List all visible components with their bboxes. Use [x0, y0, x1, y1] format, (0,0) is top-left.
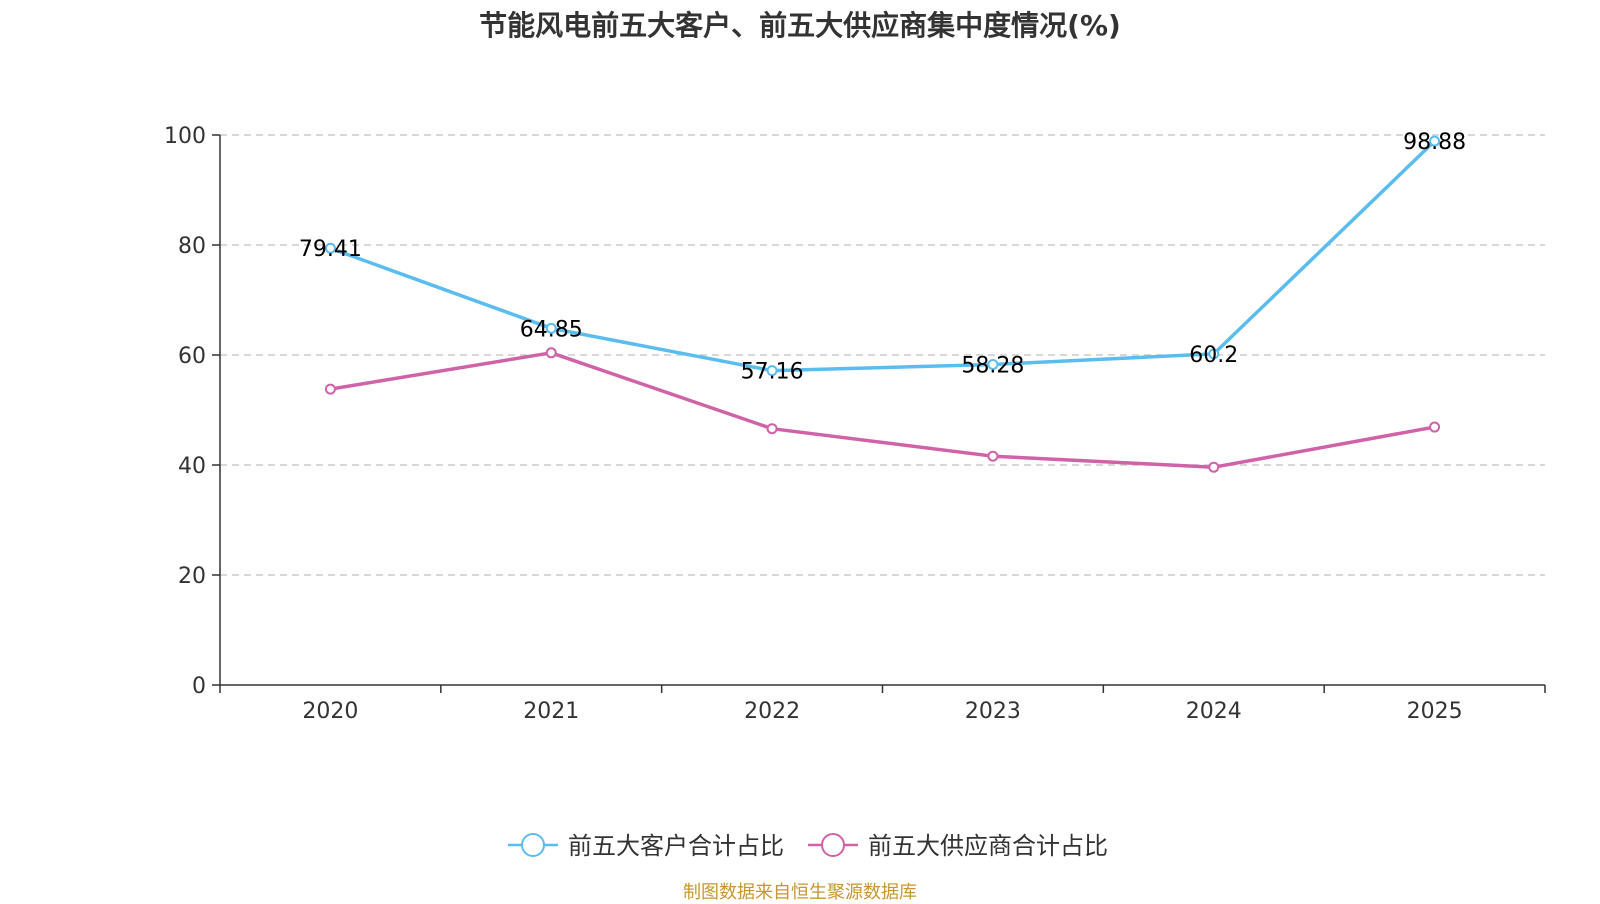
data-label: 60.2 [1189, 343, 1238, 368]
data-point [545, 347, 557, 359]
data-point [1429, 135, 1441, 147]
legend: 前五大客户合计占比 前五大供应商合计占比 [508, 832, 1108, 860]
series-line-2 [330, 351, 1435, 469]
x-tick-label: 2020 [302, 699, 358, 724]
legend-marker [821, 833, 845, 857]
data-label: 79.41 [299, 237, 362, 262]
axes: 0 20 40 60 80 100 2020 2021 2022 2023 2024 2025 [164, 124, 1546, 724]
series-line-1 [329, 139, 1436, 373]
y-tick-label: 80 [178, 234, 206, 259]
series-layer [324, 135, 1441, 473]
chart-title: 节能风电前五大客户、前五大供应商集中度情况(%) [479, 9, 1121, 42]
x-tick-label: 2025 [1407, 699, 1463, 724]
grid-lines [220, 134, 1545, 576]
data-point [987, 450, 999, 462]
data-labels: 79.41 64.85 57.16 58.28 60.2 98.88 [299, 130, 1466, 384]
y-tick-label: 0 [192, 674, 206, 699]
y-tick-label: 40 [178, 454, 206, 479]
data-point [987, 358, 999, 370]
data-point [324, 383, 336, 395]
data-label: 58.28 [961, 353, 1024, 378]
legend-label: 前五大客户合计占比 [568, 832, 784, 860]
y-tick-label: 20 [178, 564, 206, 589]
data-point [766, 365, 778, 377]
data-label: 57.16 [741, 360, 804, 385]
legend-marker [521, 833, 545, 857]
data-label: 98.88 [1403, 130, 1466, 155]
source-note: 制图数据来自恒生聚源数据库 [683, 882, 917, 903]
y-tick-label: 100 [164, 124, 206, 149]
x-tick-label: 2023 [965, 699, 1021, 724]
data-point [545, 322, 557, 334]
data-point [766, 423, 778, 435]
data-point [1429, 421, 1441, 433]
data-point [1208, 461, 1220, 473]
legend-label: 前五大供应商合计占比 [868, 832, 1108, 860]
data-label: 64.85 [520, 317, 583, 342]
y-tick-label: 60 [178, 344, 206, 369]
x-tick-label: 2022 [744, 699, 800, 724]
x-tick-label: 2024 [1186, 699, 1242, 724]
x-tick-label: 2021 [523, 699, 579, 724]
data-point [324, 242, 336, 254]
data-point [1208, 348, 1220, 360]
